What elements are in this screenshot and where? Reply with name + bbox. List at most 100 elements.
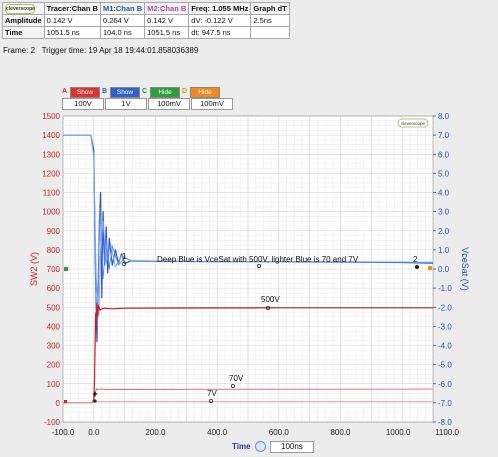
annotation-500v: 500V [261,295,280,304]
channel-d-letter: D [182,88,188,95]
right-tick-label: 6.0 [438,150,450,159]
right-tick-label: 0.0 [438,265,450,274]
left-tick-label: 1000 [42,208,60,217]
marker-dot [415,265,419,269]
trigger-label: Trigger time: [41,46,87,55]
channel-b-toggle[interactable]: Show [110,87,140,98]
right-tick-label: 3.0 [438,208,450,217]
left-tick-label: 700 [47,265,61,274]
time-spinner-icon[interactable] [254,441,266,453]
channel-a-toggle[interactable]: Show [70,87,100,98]
marker-dot [121,261,127,267]
trigger-time: 19 Apr 18 19:44:01.858036389 [88,46,199,55]
left-tick-label: 900 [47,227,61,236]
right-tick-label: 1.0 [438,246,450,255]
left-tick-label: 1200 [42,169,60,178]
x-tick-label: 0.0 [88,428,100,437]
meas-header-tracer[interactable]: Tracer:Chan B [43,2,101,15]
marker-dot [230,383,235,388]
meas-cell: dt: 947.5 ns [188,26,252,39]
left-tick-label: 0 [56,399,61,408]
left-tick-label: 1100 [43,189,61,198]
meas-row-label: Time [2,26,45,39]
meas-header-m2[interactable]: M2:Chan B [144,2,190,15]
channel-c-letter: C [142,88,148,95]
time-per-div-field[interactable]: 100ns [270,441,314,453]
left-tick-label: 800 [47,246,61,255]
frame-label: Frame: [3,46,29,55]
marker-plus: + [92,389,97,399]
meas-header-freq: Freq: 1.055 MHz [188,2,252,15]
right-tick-label: -6.0 [438,380,452,389]
marker-1[interactable]: 1 [122,252,127,261]
x-tick-label: 1000.0 [386,428,411,437]
right-tick-label: -2.0 [438,303,452,312]
left-tick-label: 300 [47,342,61,351]
right-tick-label: 4.0 [438,189,450,198]
trace-series-5 [63,400,433,404]
channel-a-ref-marker [64,400,67,403]
time-control: Time 100ns [232,441,314,453]
frame-number: 2 [30,46,36,55]
right-tick-label: -5.0 [438,361,452,370]
marker-dot [265,305,270,310]
meas-cell: 1051.5 ns [43,26,101,39]
meas-header-m1[interactable]: M1:Chan B [99,2,146,15]
trace-series-4 [63,388,434,404]
marker-dot [93,399,97,403]
channel-c-toggle[interactable]: Hide [150,87,180,98]
left-tick-label: 1500 [42,112,60,121]
measurement-table: cleverscope Tracer:Chan B M1:Chan B M2:C… [2,2,290,39]
right-tick-label: -4.0 [438,342,452,351]
grid [62,115,434,423]
left-tick-label: -100 [44,418,61,427]
x-tick-label: 1100.0 [435,428,459,437]
channel-b-scale[interactable]: 1V [105,98,147,110]
marker-dot [208,398,213,403]
left-tick-label: 400 [47,322,61,331]
trace-series-2 [63,134,434,318]
plot-logo: cleverscope [397,118,429,128]
left-tick-label: 1300 [42,150,60,159]
left-axis-ticks: 1500140013001200110010009008007006005004… [42,112,60,427]
channel-c-ref-marker [64,267,68,271]
right-axis-label: VceSat (V) [460,247,470,291]
channel-a-letter: A [62,88,68,95]
channel-d-toggle[interactable]: Hide [190,87,220,98]
left-axis-label: SW2 (V) [29,252,39,286]
marker-1-label: 1 [122,252,127,261]
right-tick-label: 8.0 [438,112,450,121]
right-tick-label: -8.0 [438,418,452,427]
channel-c-scale[interactable]: 100mV [148,98,190,110]
right-tick-label: 5.0 [438,169,450,178]
annotation-7v: 7V [207,389,217,398]
x-tick-label: 600.0 [269,428,290,437]
marker-dot [256,263,261,268]
annotation-blue: Deep Blue is VceSat with 500V, lighter B… [157,255,359,264]
x-tick-label: -100.0 [52,428,75,437]
channel-a-scale[interactable]: 100V [62,98,104,110]
right-tick-label: -1.0 [438,284,452,293]
meas-cell [250,26,290,39]
left-tick-label: 1400 [42,131,60,140]
channel-d-ref-marker [428,266,432,270]
annotation-70v: 70V [229,374,244,383]
x-axis-ticks: -100.0 0.0 200.0 400.0 600.0 800.0 1000.0 1100.… [52,428,460,437]
right-tick-label: -3.0 [438,322,452,331]
marker-2-label: 2 [413,255,418,264]
marker-2[interactable]: 2 [413,255,418,264]
left-tick-label: 200 [47,361,61,370]
right-tick-label: 7.0 [438,131,450,140]
left-tick-label: 100 [47,380,61,389]
x-tick-label: 800.0 [330,428,351,437]
frame-info: Frame: 2 Trigger time: 19 Apr 18 19:44:0… [3,46,198,55]
trace-series-3 [63,302,433,404]
right-tick-label: 2.0 [438,227,450,236]
marker-dots: + [64,261,432,403]
plot-logo-text: cleverscope [401,121,426,126]
right-tick-label: -7.0 [438,399,452,408]
channel-d-scale[interactable]: 100mV [191,98,233,110]
time-label: Time [232,442,251,451]
channel-b-letter: B [102,88,108,95]
